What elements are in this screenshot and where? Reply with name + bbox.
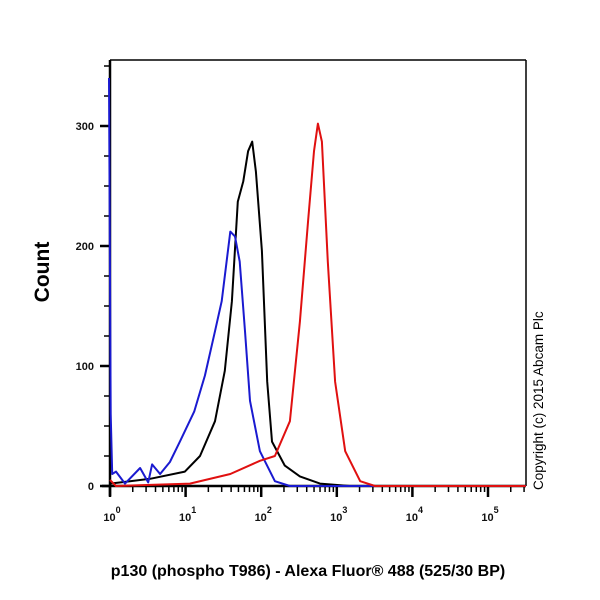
x-tick-base: 10 bbox=[103, 512, 115, 524]
x-tick-label: 102 bbox=[255, 505, 272, 524]
x-tick-base: 10 bbox=[255, 512, 267, 524]
x-tick-label: 105 bbox=[481, 505, 498, 524]
x-tick-exponent: 2 bbox=[267, 505, 272, 515]
x-tick-label: 104 bbox=[406, 505, 423, 524]
x-tick-label: 101 bbox=[179, 505, 196, 524]
x-tick-base: 10 bbox=[179, 512, 191, 524]
y-tick-label: 0 bbox=[88, 481, 94, 493]
x-tick-base: 10 bbox=[481, 512, 493, 524]
y-tick-label: 300 bbox=[76, 121, 94, 133]
histogram-series-0 bbox=[109, 140, 526, 487]
x-tick-exponent: 5 bbox=[494, 505, 499, 515]
copyright-annotation: Copyright (c) 2015 Abcam Plc bbox=[531, 311, 546, 490]
histogram-series-2 bbox=[109, 122, 526, 487]
y-tick-label: 200 bbox=[76, 241, 94, 253]
x-tick-exponent: 3 bbox=[342, 505, 347, 515]
y-tick-label: 100 bbox=[76, 361, 94, 373]
y-axis-label: Count bbox=[31, 242, 54, 303]
x-tick-exponent: 0 bbox=[116, 505, 121, 515]
curves bbox=[108, 77, 526, 487]
x-axis-label: p130 (phospho T986) - Alexa Fluor® 488 (… bbox=[111, 563, 505, 580]
x-tick-exponent: 4 bbox=[418, 505, 423, 515]
x-tick-base: 10 bbox=[406, 512, 418, 524]
x-tick-base: 10 bbox=[330, 512, 342, 524]
x-tick-label: 100 bbox=[103, 505, 120, 524]
x-tick-exponent: 1 bbox=[191, 505, 196, 515]
histogram-series-1 bbox=[108, 77, 526, 487]
x-tick-label: 103 bbox=[330, 505, 347, 524]
